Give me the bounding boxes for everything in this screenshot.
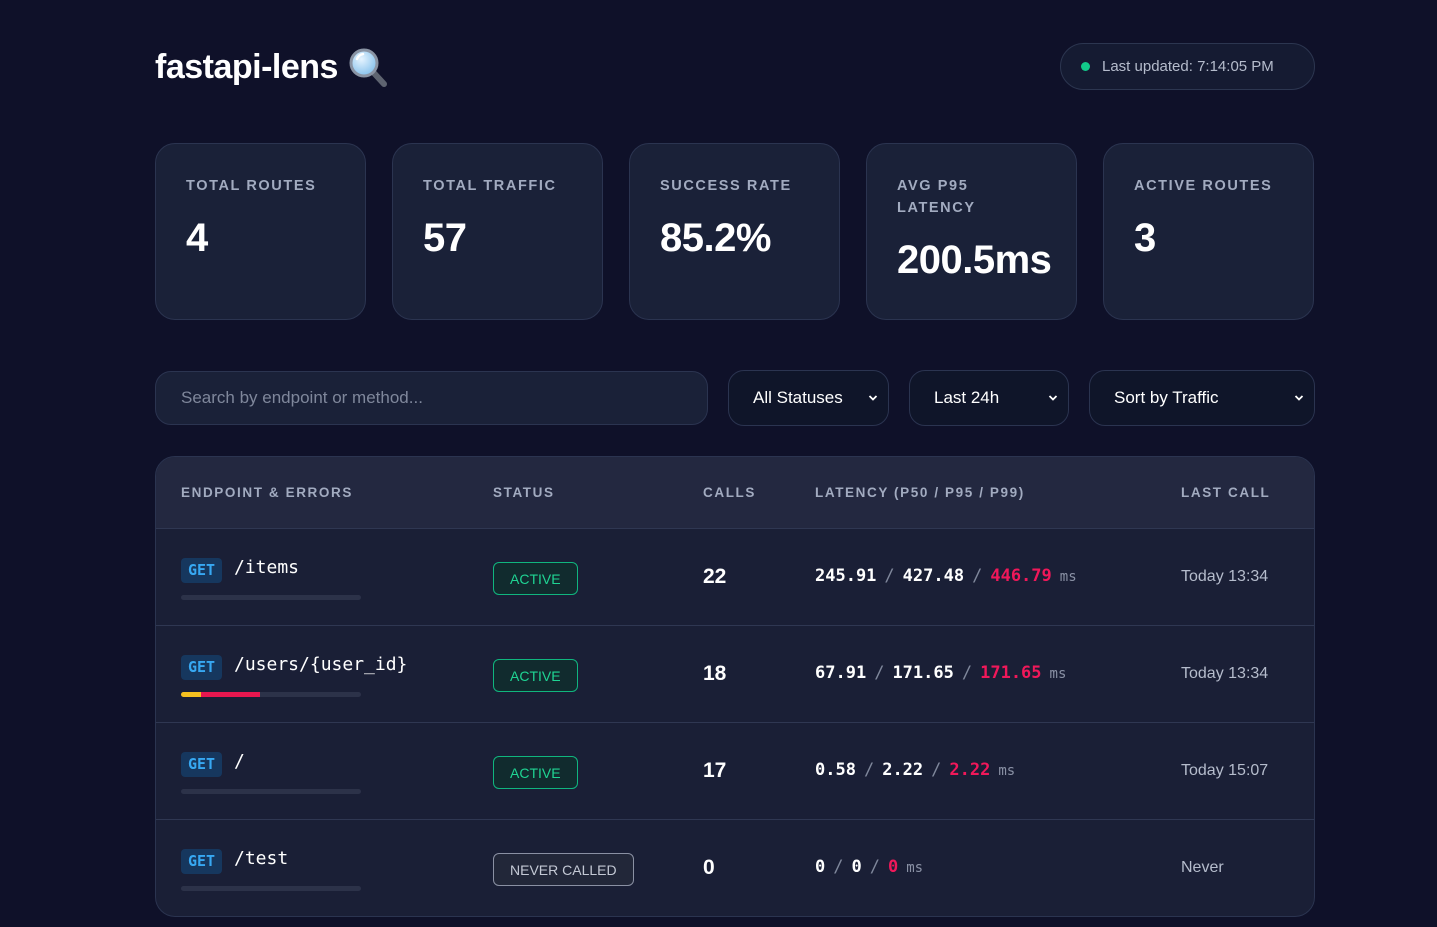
stat-cards: TOTAL ROUTES 4 TOTAL TRAFFIC 57 SUCCESS … xyxy=(155,143,1315,320)
stat-card-active-routes: ACTIVE ROUTES 3 xyxy=(1103,143,1314,320)
http-method-badge: GET xyxy=(181,655,223,680)
magnifying-glass-icon xyxy=(348,47,388,87)
latency-p95: 2.22 xyxy=(882,760,924,780)
endpoint-path: /test xyxy=(234,848,289,869)
latency-p50: 0.58 xyxy=(815,760,856,780)
error-bar xyxy=(181,692,361,697)
stat-card-avg-p95-latency: AVG P95 LATENCY 200.5ms xyxy=(866,143,1077,320)
http-method-badge: GET xyxy=(181,558,223,583)
status-filter-value: All Statuses xyxy=(753,388,843,407)
latency-p99: 446.79 xyxy=(990,566,1052,586)
routes-table: ENDPOINT & ERRORS STATUS CALLS LATENCY (… xyxy=(155,456,1315,917)
latency-p95: 427.48 xyxy=(902,566,965,586)
status-badge: ACTIVE xyxy=(493,756,578,789)
stat-label: ACTIVE ROUTES xyxy=(1134,178,1273,194)
status-badge: ACTIVE xyxy=(493,562,578,595)
sort-select[interactable]: Sort by Traffic xyxy=(1089,370,1315,426)
latency-unit: ms xyxy=(998,763,1016,779)
latency-values: 67.91 / 171.65 / 171.65 ms xyxy=(815,663,1066,683)
table-row[interactable]: GET /items ACTIVE 22 245.91 / 427.48 / 446.7… xyxy=(156,529,1314,626)
separator: / xyxy=(961,663,973,683)
last-updated-pill: Last updated: 7:14:05 PM xyxy=(1060,43,1315,90)
http-method-badge: GET xyxy=(181,849,223,874)
stat-label: AVG P95 LATENCY xyxy=(897,178,976,216)
table-header: ENDPOINT & ERRORS STATUS CALLS LATENCY (… xyxy=(156,457,1314,529)
time-range-value: Last 24h xyxy=(934,388,1000,407)
stat-value: 85.2% xyxy=(660,216,771,260)
column-header-endpoint[interactable]: ENDPOINT & ERRORS xyxy=(181,485,353,500)
stat-label: TOTAL ROUTES xyxy=(186,178,317,194)
last-call-time: Today 13:34 xyxy=(1181,568,1269,585)
error-4xx-segment xyxy=(181,692,201,697)
calls-count: 0 xyxy=(703,856,715,879)
status-badge: NEVER CALLED xyxy=(493,853,634,886)
endpoint-path: /items xyxy=(234,557,300,578)
latency-values: 0.58 / 2.22 / 2.22 ms xyxy=(815,760,1015,780)
latency-p95: 0 xyxy=(851,857,862,877)
status-filter-select[interactable]: All Statuses xyxy=(728,370,889,426)
endpoint-path: /users/{user_id} xyxy=(234,654,408,675)
header: fastapi-lens Last updated: 7:14:05 xyxy=(155,43,1315,90)
filters-bar: All Statuses Last 24h Sort by Traffic xyxy=(155,370,1315,426)
latency-unit: ms xyxy=(906,860,924,876)
separator: / xyxy=(972,566,983,586)
latency-values: 0 / 0 / 0 ms xyxy=(815,857,923,877)
stat-value: 3 xyxy=(1134,216,1156,260)
live-dot-icon xyxy=(1081,62,1090,71)
calls-count: 17 xyxy=(703,759,727,782)
latency-p99: 2.22 xyxy=(949,760,991,780)
separator: / xyxy=(884,566,895,586)
separator: / xyxy=(833,857,844,877)
status-badge: ACTIVE xyxy=(493,659,578,692)
latency-p50: 245.91 xyxy=(815,566,877,586)
stat-card-total-traffic: TOTAL TRAFFIC 57 xyxy=(392,143,603,320)
latency-unit: ms xyxy=(1049,666,1067,682)
separator: / xyxy=(869,857,880,877)
sort-value: Sort by Traffic xyxy=(1114,388,1219,407)
stat-card-success-rate: SUCCESS RATE 85.2% xyxy=(629,143,840,320)
table-row[interactable]: GET / ACTIVE 17 0.58 / 2.22 / 2.22 ms Today 1… xyxy=(156,723,1314,820)
chevron-down-icon xyxy=(1294,395,1304,401)
http-method-badge: GET xyxy=(181,752,223,777)
latency-p99: 0 xyxy=(888,857,899,877)
stat-value: 57 xyxy=(423,216,467,260)
error-5xx-segment xyxy=(200,692,261,697)
latency-p50: 67.91 xyxy=(815,663,867,683)
stat-value: 4 xyxy=(186,216,208,260)
column-header-calls[interactable]: CALLS xyxy=(703,485,756,500)
stat-label: SUCCESS RATE xyxy=(660,178,792,194)
stat-card-total-routes: TOTAL ROUTES 4 xyxy=(155,143,366,320)
app-title: fastapi-lens xyxy=(155,47,388,87)
column-header-last-call[interactable]: LAST CALL xyxy=(1181,485,1271,500)
separator: / xyxy=(863,760,875,780)
column-header-latency[interactable]: LATENCY (P50 / P95 / P99) xyxy=(815,485,1025,500)
chevron-down-icon xyxy=(1048,395,1058,401)
error-bar xyxy=(181,886,361,891)
last-call-time: Today 13:34 xyxy=(1181,665,1269,682)
chevron-down-icon xyxy=(868,395,878,401)
column-header-status[interactable]: STATUS xyxy=(493,485,555,500)
calls-count: 22 xyxy=(703,565,727,588)
stat-label: TOTAL TRAFFIC xyxy=(423,178,557,194)
stat-value: 200.5ms xyxy=(897,238,1052,282)
time-range-select[interactable]: Last 24h xyxy=(909,370,1069,426)
error-bar xyxy=(181,595,361,600)
latency-unit: ms xyxy=(1059,569,1077,585)
table-row[interactable]: GET /users/{user_id} ACTIVE 18 67.91 / 171… xyxy=(156,626,1314,723)
latency-p95: 171.65 xyxy=(892,663,954,683)
calls-count: 18 xyxy=(703,662,727,685)
last-call-time: Today 15:07 xyxy=(1181,762,1269,779)
last-call-time: Never xyxy=(1181,859,1224,876)
app-title-text: fastapi-lens xyxy=(155,47,338,86)
separator: / xyxy=(931,760,942,780)
error-bar xyxy=(181,789,361,794)
latency-p50: 0 xyxy=(815,857,826,877)
latency-values: 245.91 / 427.48 / 446.79 ms xyxy=(815,566,1077,586)
table-row[interactable]: GET /test NEVER CALLED 0 0 / 0 / 0 ms Never xyxy=(156,820,1314,916)
endpoint-path: / xyxy=(234,751,245,772)
last-updated-text: Last updated: 7:14:05 PM xyxy=(1102,58,1274,75)
latency-p99: 171.65 xyxy=(980,663,1042,683)
search-input[interactable] xyxy=(155,371,708,425)
separator: / xyxy=(874,663,885,683)
